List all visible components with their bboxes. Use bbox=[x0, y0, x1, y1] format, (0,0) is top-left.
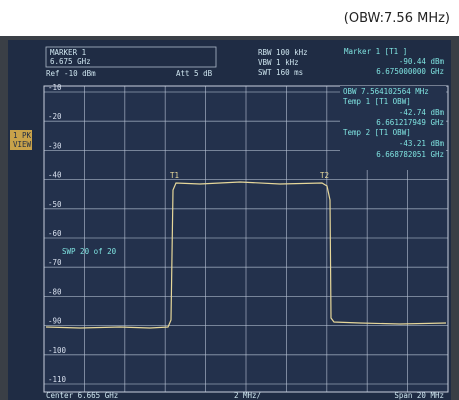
attenuation: Att 5 dB bbox=[176, 69, 213, 78]
marker-freq: 6.675 GHz bbox=[50, 57, 91, 66]
trace-marker: T1 bbox=[170, 171, 179, 180]
y-label: -10 bbox=[48, 83, 62, 92]
y-label: -90 bbox=[48, 317, 62, 326]
span: Span 20 MHz bbox=[394, 391, 444, 400]
span-per-div: 2 MHz/ bbox=[234, 391, 261, 400]
caption: (OBW:7.56 MHz) bbox=[344, 11, 450, 26]
marker-box-title: MARKER 1 bbox=[50, 48, 86, 57]
temp1: Temp 1 [T1 OBW] bbox=[343, 97, 411, 106]
y-label: -100 bbox=[48, 346, 67, 355]
temp2-freq: 6.668782051 GHz bbox=[376, 150, 444, 159]
trace-marker: T2 bbox=[320, 171, 329, 180]
temp1-level: -42.74 dBm bbox=[399, 108, 445, 117]
marker-freq-readout: 6.675000000 GHz bbox=[376, 67, 444, 76]
y-label: -30 bbox=[48, 141, 62, 150]
marker-level: -90.44 dBm bbox=[399, 57, 445, 66]
y-label: -40 bbox=[48, 171, 62, 180]
temp1-freq: 6.661217949 GHz bbox=[376, 118, 444, 127]
temp2-level: -43.21 dBm bbox=[399, 139, 445, 148]
y-label: -70 bbox=[48, 258, 62, 267]
y-label: -50 bbox=[48, 200, 62, 209]
y-label: -60 bbox=[48, 229, 62, 238]
vbw: VBW 1 kHz bbox=[258, 58, 299, 67]
temp2: Temp 2 [T1 OBW] bbox=[343, 128, 411, 137]
y-label: -80 bbox=[48, 287, 62, 296]
side-label: 1 PK bbox=[13, 131, 32, 140]
screenshot: (OBW:7.56 MHz) MARKER 1 6.675 GHz Ref -1… bbox=[0, 0, 459, 400]
center-freq: Center 6.665 GHz bbox=[46, 391, 118, 400]
y-label: -20 bbox=[48, 112, 62, 121]
rbw: RBW 100 kHz bbox=[258, 48, 308, 57]
marker-title: Marker 1 [T1 ] bbox=[344, 47, 407, 56]
y-label: -110 bbox=[48, 375, 67, 384]
swt: SWT 160 ms bbox=[258, 68, 303, 77]
page: {"caption": "(OBW:7.56 MHz)", "header": … bbox=[0, 0, 459, 400]
sweep-count: SWP 20 of 20 bbox=[62, 247, 117, 256]
obw: OBW 7.564102564 MHz bbox=[343, 87, 429, 96]
side-label: VIEW bbox=[13, 140, 32, 149]
ref-level: Ref -10 dBm bbox=[46, 69, 96, 78]
